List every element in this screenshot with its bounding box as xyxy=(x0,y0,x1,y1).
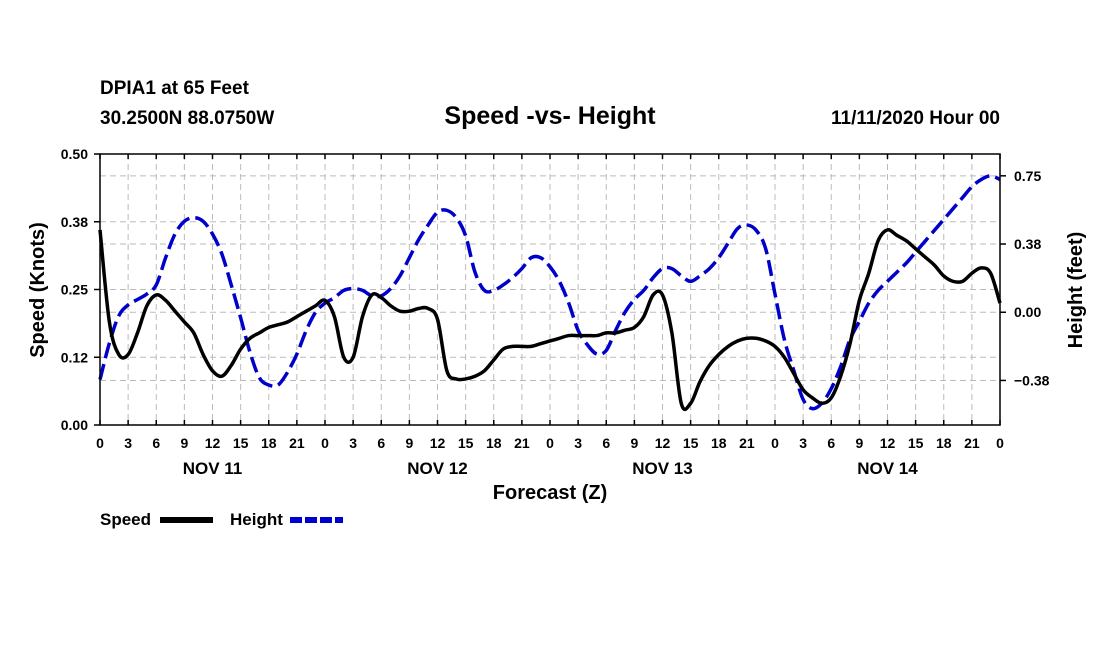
y-left-tick-label: 0.50 xyxy=(61,146,88,162)
y-axis-left-label: Speed (Knots) xyxy=(27,222,49,358)
series-line-height xyxy=(98,174,1001,411)
x-tick-label: 15 xyxy=(683,435,699,451)
x-tick-label: 15 xyxy=(458,435,474,451)
tick-labels: 0 3 6 9 12 15 18 21 0 3 6 9 12 15 18 21 0 3 6 9 12 15 18 21 0 3 6 9… xyxy=(61,146,1050,478)
y-left-tick-label: 0.38 xyxy=(61,214,88,230)
day-label: NOV 12 xyxy=(407,459,467,478)
y-right-tick-label: 0.75 xyxy=(1014,168,1041,184)
x-tick-label: 9 xyxy=(855,435,863,451)
day-label: NOV 11 xyxy=(183,459,243,478)
x-tick-label: 6 xyxy=(152,435,160,451)
x-tick-label: 3 xyxy=(799,435,807,451)
x-tick-label: 21 xyxy=(514,435,530,451)
station-label: DPIA1 at 65 Feet xyxy=(100,78,250,99)
y-right-tick-label: 0.38 xyxy=(1014,236,1041,252)
chart-title: Speed -vs- Height xyxy=(444,102,656,130)
y-left-tick-label: 0.25 xyxy=(61,282,88,298)
x-tick-label: 6 xyxy=(377,435,385,451)
x-tick-label: 9 xyxy=(405,435,413,451)
y-right-tick-label: −0.38 xyxy=(1014,372,1050,388)
x-tick-label: 3 xyxy=(349,435,357,451)
day-label: NOV 13 xyxy=(632,459,692,478)
x-tick-label: 12 xyxy=(430,435,446,451)
x-tick-label: 18 xyxy=(936,435,952,451)
day-label: NOV 14 xyxy=(857,459,918,478)
grid xyxy=(100,154,1000,425)
legend-height-label: Height xyxy=(230,510,283,529)
series-line-speed xyxy=(98,228,1002,412)
x-tick-label: 12 xyxy=(205,435,221,451)
x-tick-label: 9 xyxy=(180,435,188,451)
x-tick-label: 6 xyxy=(602,435,610,451)
legend-speed-label: Speed xyxy=(100,510,151,529)
x-tick-label: 12 xyxy=(655,435,671,451)
series-layer xyxy=(98,174,1002,412)
axis-ticks xyxy=(94,153,1006,426)
x-tick-label: 21 xyxy=(739,435,755,451)
x-tick-label: 0 xyxy=(771,435,779,451)
x-tick-label: 9 xyxy=(630,435,638,451)
y-left-tick-label: 0.12 xyxy=(61,349,88,365)
x-tick-label: 3 xyxy=(124,435,132,451)
x-tick-label: 18 xyxy=(711,435,727,451)
legend: Speed Height xyxy=(100,510,343,529)
x-tick-label: 15 xyxy=(233,435,249,451)
y-axis-right-label: Height (feet) xyxy=(1065,232,1087,349)
x-tick-label: 18 xyxy=(261,435,277,451)
x-tick-label: 18 xyxy=(486,435,502,451)
timestamp-label: 11/11/2020 Hour 00 xyxy=(831,108,1000,129)
x-tick-label: 0 xyxy=(996,435,1004,451)
x-tick-label: 15 xyxy=(908,435,924,451)
x-tick-label: 3 xyxy=(574,435,582,451)
x-tick-label: 0 xyxy=(321,435,329,451)
x-axis-label: Forecast (Z) xyxy=(493,482,607,504)
x-tick-label: 6 xyxy=(827,435,835,451)
x-tick-label: 0 xyxy=(546,435,554,451)
x-tick-label: 21 xyxy=(964,435,980,451)
x-tick-label: 12 xyxy=(880,435,896,451)
y-left-tick-label: 0.00 xyxy=(61,417,88,433)
coords-label: 30.2500N 88.0750W xyxy=(100,108,274,129)
x-tick-label: 21 xyxy=(289,435,305,451)
y-right-tick-label: 0.00 xyxy=(1014,304,1041,320)
x-tick-label: 0 xyxy=(96,435,104,451)
